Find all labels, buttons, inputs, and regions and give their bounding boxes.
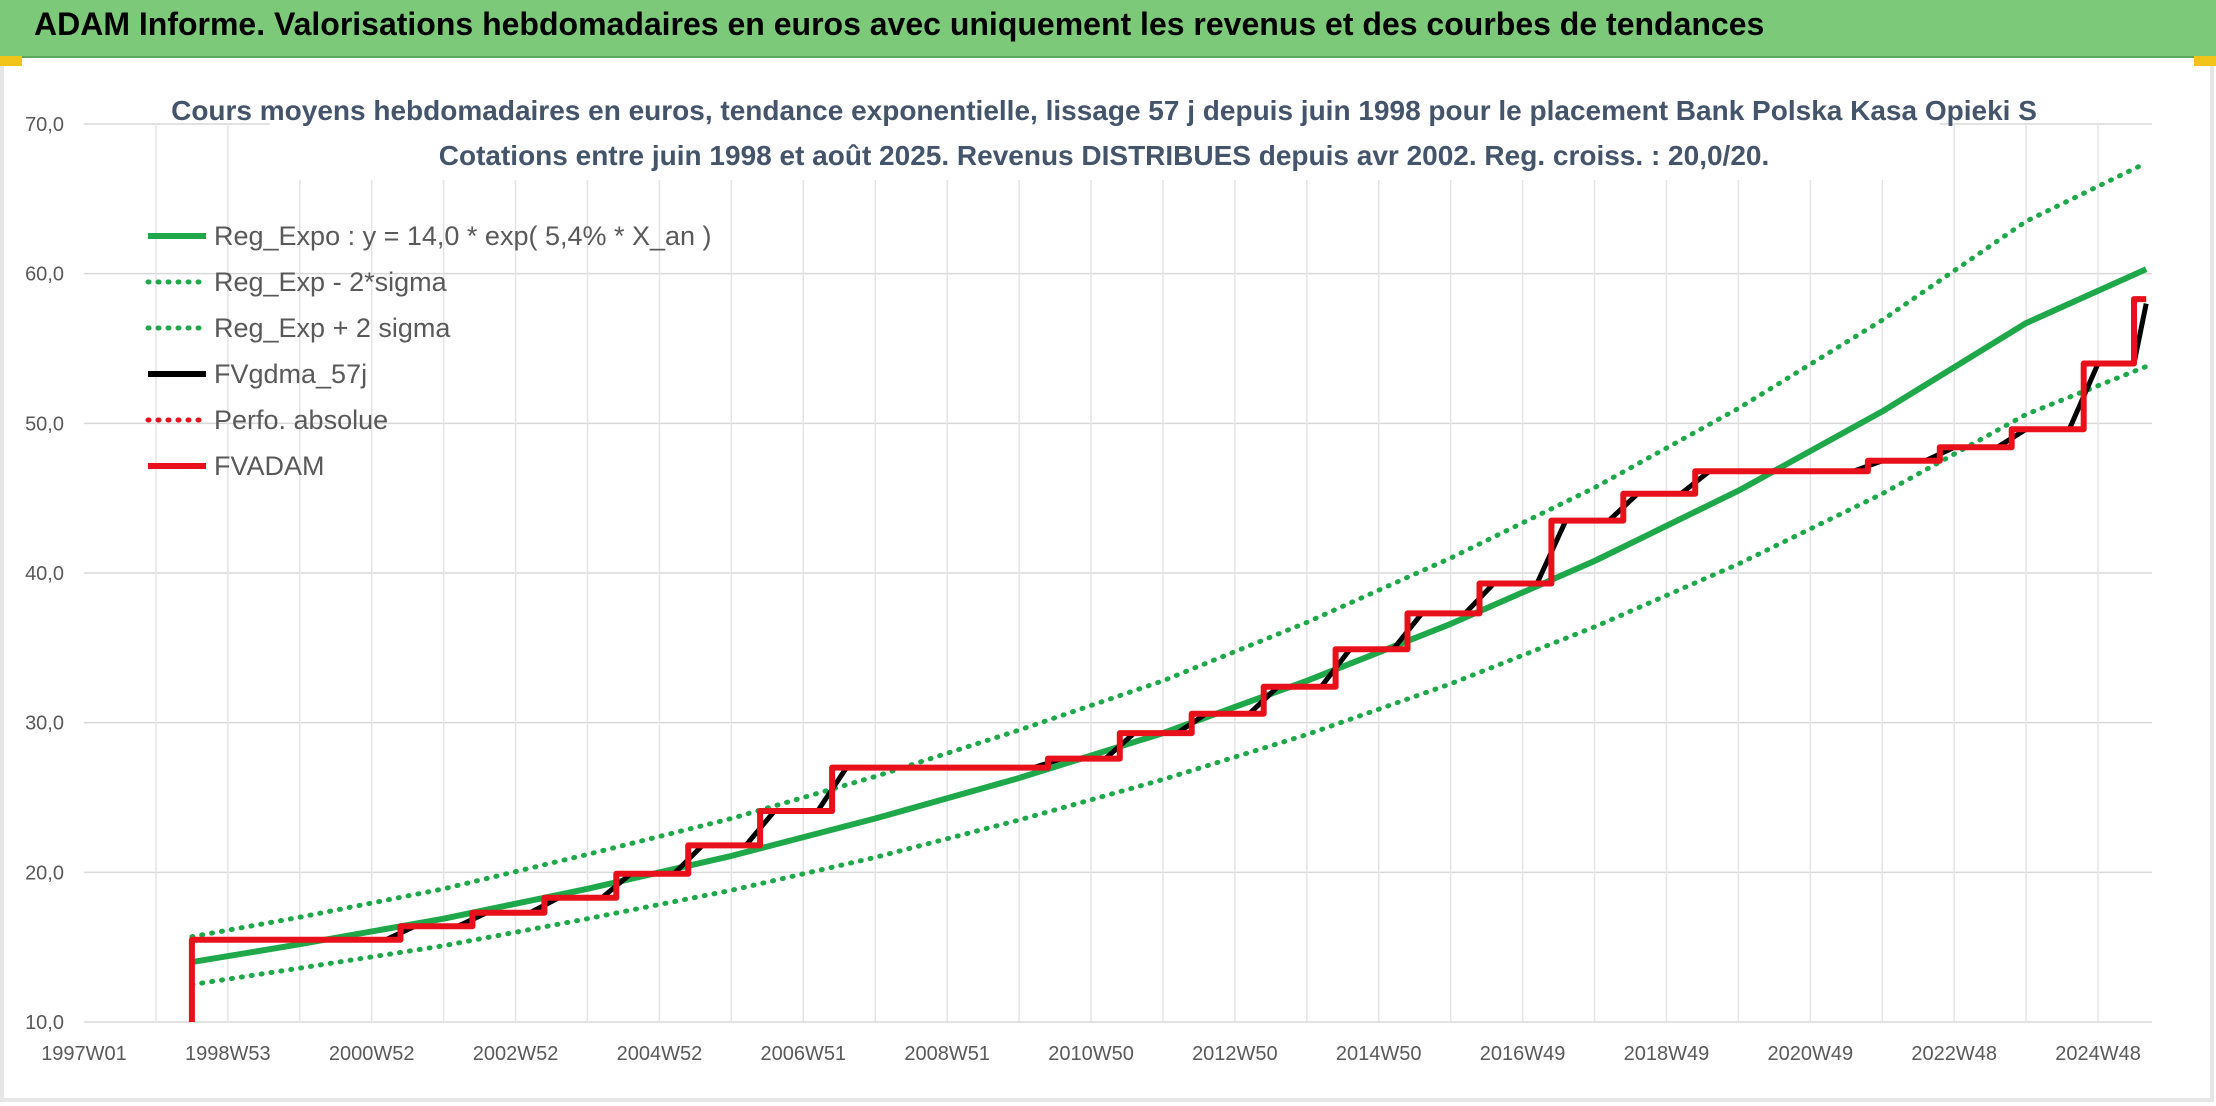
chart-grid	[84, 123, 2152, 1023]
chart-title-background	[270, 88, 1940, 180]
legend-label: Reg_Exp + 2 sigma	[214, 313, 451, 343]
report-banner: ADAM Informe. Valorisations hebdomadaire…	[0, 0, 2216, 58]
x-tick-label: 2024W48	[2055, 1043, 2141, 1065]
x-axis-ticks: 1997W01 1998W53 2000W52 2002W52 2004W52 2006W…	[41, 1043, 2141, 1065]
y-tick-label: 40,0	[25, 563, 64, 585]
y-tick-label: 10,0	[25, 1012, 64, 1034]
x-tick-label: 2010W50	[1048, 1043, 1134, 1065]
report-title: ADAM Informe. Valorisations hebdomadaire…	[34, 6, 1765, 42]
series-line-5	[188, 296, 2147, 1022]
x-tick-label: 2020W49	[1768, 1043, 1854, 1065]
x-tick-label: 2016W49	[1480, 1043, 1566, 1065]
x-tick-label: 2022W48	[1911, 1043, 1997, 1065]
chart-series	[188, 160, 2149, 1022]
series-line-1	[189, 364, 2149, 988]
series-line-0	[191, 266, 2148, 966]
series-line-2	[189, 160, 2149, 940]
y-tick-label: 60,0	[25, 264, 64, 286]
chart-frame	[0, 66, 2214, 1102]
corner-marker-left	[0, 56, 22, 66]
x-tick-label: 2000W52	[329, 1043, 415, 1065]
x-tick-label: 2006W51	[760, 1043, 846, 1065]
legend-label: Perfo. absolue	[214, 405, 388, 435]
x-tick-label: 2008W51	[904, 1043, 990, 1065]
chart-legend: Reg_Expo : y = 14,0 * exp( 5,4% * X_an )…	[145, 221, 712, 481]
x-tick-label: 2014W50	[1336, 1043, 1422, 1065]
x-tick-label: 1997W01	[41, 1043, 127, 1065]
x-tick-label: 2004W52	[617, 1043, 703, 1065]
series-line-3	[191, 303, 2149, 943]
y-tick-label: 70,0	[25, 114, 64, 136]
x-tick-label: 1998W53	[185, 1043, 271, 1065]
legend-label: FVgdma_57j	[214, 359, 367, 389]
corner-marker-right	[2194, 56, 2216, 66]
y-tick-label: 20,0	[25, 862, 64, 884]
legend-label: FVADAM	[214, 451, 325, 481]
y-tick-label: 50,0	[25, 413, 64, 435]
x-tick-label: 2012W50	[1192, 1043, 1278, 1065]
x-tick-label: 2002W52	[473, 1043, 559, 1065]
legend-label: Reg_Exp - 2*sigma	[214, 267, 448, 297]
chart-title: Cours moyens hebdomadaires en euros, ten…	[171, 95, 2037, 126]
legend-label: Reg_Expo : y = 14,0 * exp( 5,4% * X_an )	[214, 221, 712, 251]
x-tick-label: 2018W49	[1624, 1043, 1710, 1065]
y-axis-ticks: 10,0 20,0 30,0 40,0 50,0 60,0 70,0	[25, 114, 64, 1034]
chart-subtitle: Cotations entre juin 1998 et août 2025. …	[439, 140, 1770, 171]
y-tick-label: 30,0	[25, 713, 64, 735]
